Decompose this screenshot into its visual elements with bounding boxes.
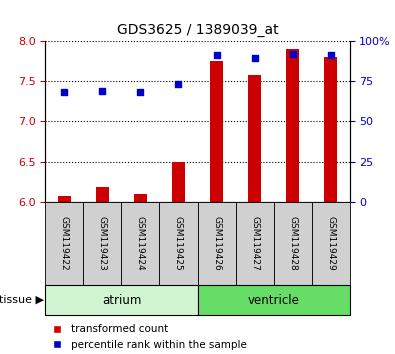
Point	[99, 88, 105, 93]
Text: GSM119424: GSM119424	[136, 216, 145, 271]
Bar	[210, 61, 223, 202]
Bar	[172, 161, 185, 202]
Point	[251, 56, 258, 61]
Text: GSM119423: GSM119423	[98, 216, 107, 271]
Bar	[286, 49, 299, 202]
Bar	[160, 202, 198, 285]
Bar	[235, 202, 274, 285]
Bar	[198, 202, 235, 285]
Point	[290, 51, 296, 56]
Bar	[312, 202, 350, 285]
Legend: transformed count, percentile rank within the sample: transformed count, percentile rank withi…	[43, 320, 251, 354]
Point	[137, 90, 144, 95]
Bar	[248, 75, 261, 202]
Point	[175, 81, 182, 87]
Bar	[58, 196, 71, 202]
Point	[213, 52, 220, 58]
Point	[327, 52, 334, 58]
Bar	[45, 285, 198, 315]
Text: GSM119428: GSM119428	[288, 216, 297, 271]
Text: GSM119426: GSM119426	[212, 216, 221, 271]
Point	[61, 90, 68, 95]
Title: GDS3625 / 1389039_at: GDS3625 / 1389039_at	[117, 23, 278, 37]
Bar	[273, 202, 312, 285]
Bar	[96, 187, 109, 202]
Bar	[83, 202, 122, 285]
Text: GSM119425: GSM119425	[174, 216, 183, 271]
Bar	[122, 202, 160, 285]
Bar	[134, 194, 147, 202]
Text: tissue ▶: tissue ▶	[0, 295, 43, 305]
Bar	[198, 285, 350, 315]
Bar	[324, 57, 337, 202]
Text: GSM119427: GSM119427	[250, 216, 259, 271]
Text: atrium: atrium	[102, 293, 141, 307]
Text: GSM119429: GSM119429	[326, 216, 335, 271]
Text: GSM119422: GSM119422	[60, 216, 69, 271]
Bar	[45, 202, 83, 285]
Text: ventricle: ventricle	[248, 293, 299, 307]
